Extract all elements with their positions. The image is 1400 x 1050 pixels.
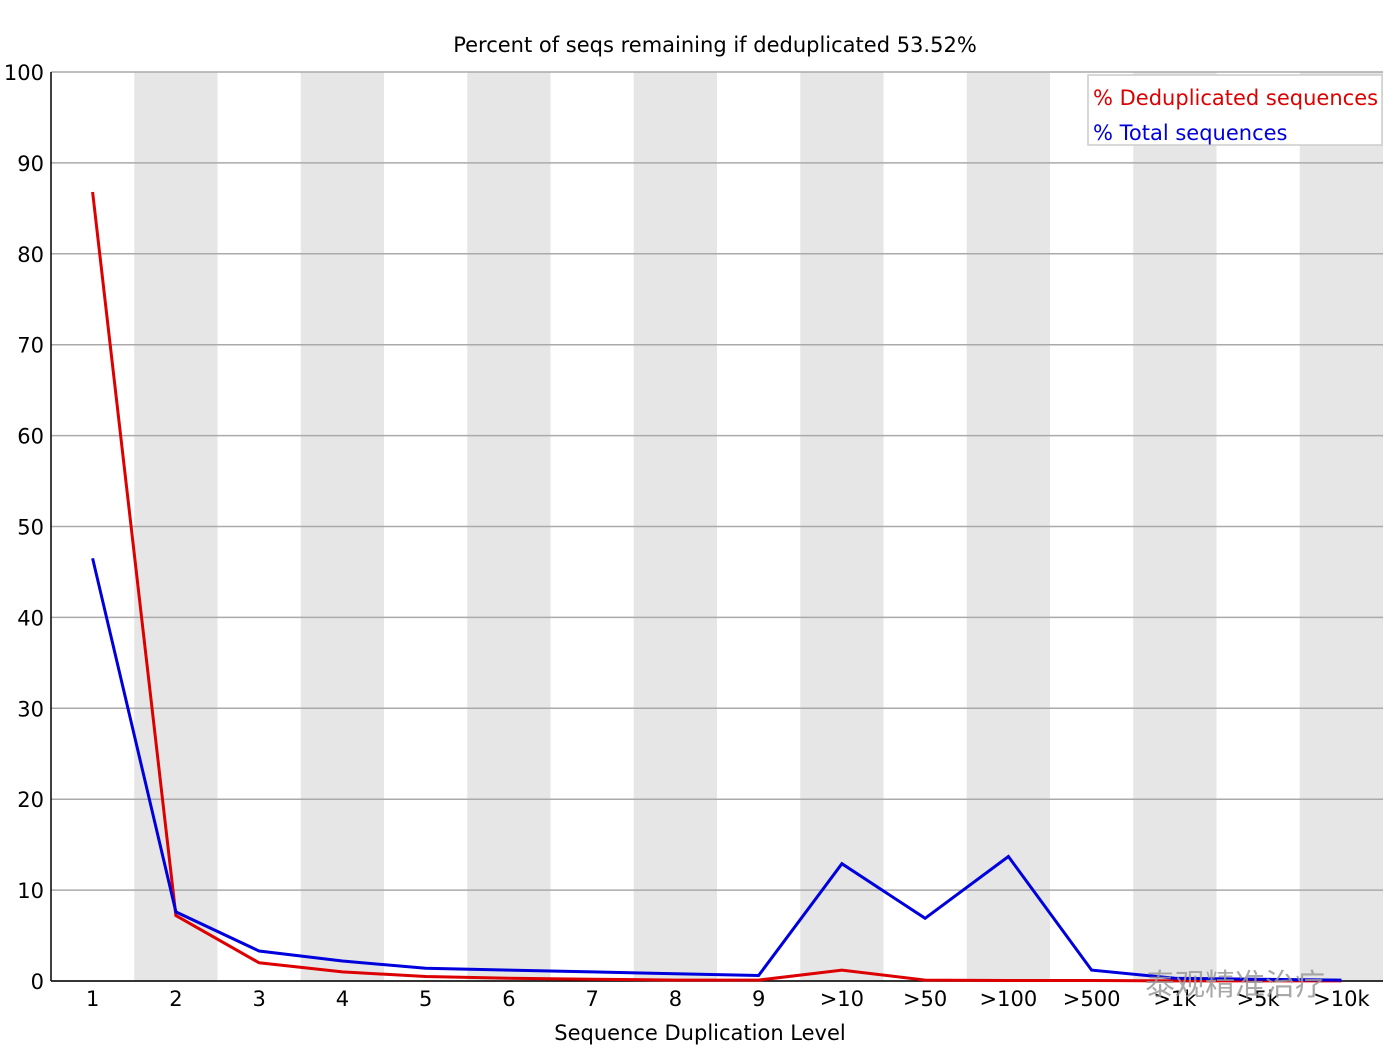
series-layer [91, 191, 1342, 983]
x-tick-label: 4 [336, 987, 349, 1011]
x-tick-label: 2 [169, 987, 182, 1011]
legend-entry-total: % Total sequences [1093, 121, 1288, 145]
x-tick-label: >50 [903, 987, 947, 1011]
legend-entry-deduplicated: % Deduplicated sequences [1093, 86, 1378, 110]
x-tick-label: 6 [502, 987, 515, 1011]
y-tick-label: 50 [17, 516, 44, 540]
y-tick-label: 100 [4, 61, 44, 85]
x-tick-label: >500 [1063, 987, 1121, 1011]
y-tick-labels: 0 10 20 30 40 50 60 70 80 90 100 [4, 61, 44, 994]
legend: % Deduplicated sequences % Total sequenc… [1087, 74, 1383, 146]
x-tick-label: >100 [980, 987, 1038, 1011]
y-tick-label: 60 [17, 425, 44, 449]
x-tick-label: >1k [1153, 987, 1197, 1011]
x-axis-title: Sequence Duplication Level [554, 1021, 846, 1045]
y-tick-label: 70 [17, 334, 44, 358]
x-tick-label: 3 [252, 987, 265, 1011]
y-tick-label: 40 [17, 606, 44, 630]
series-line-0 [91, 191, 1342, 983]
chart-title: Percent of seqs remaining if deduplicate… [453, 33, 977, 57]
x-tick-label: >5k [1237, 987, 1281, 1011]
y-tick-label: 10 [17, 879, 44, 903]
x-tick-label: 8 [669, 987, 682, 1011]
watermark-text: 泰观精准治疗 [1145, 968, 1325, 1003]
x-tick-label: 1 [86, 987, 99, 1011]
x-tick-label: 7 [585, 987, 598, 1011]
x-tick-label: >10k [1313, 987, 1370, 1011]
series-line-1 [91, 557, 1342, 982]
gridlines [51, 71, 1383, 982]
x-tick-labels: 1 2 3 4 5 6 7 8 9 >10 >50 >100 >500 >1k >5k >10k [86, 987, 1371, 1011]
x-tick-label: 5 [419, 987, 432, 1011]
x-tick-label: >10 [820, 987, 864, 1011]
x-tick-label: 9 [752, 987, 765, 1011]
y-tick-label: 30 [17, 697, 44, 721]
y-tick-label: 80 [17, 243, 44, 267]
y-tick-label: 0 [31, 970, 44, 994]
y-tick-label: 90 [17, 152, 44, 176]
legend-box [1087, 74, 1383, 146]
y-tick-label: 20 [17, 788, 44, 812]
